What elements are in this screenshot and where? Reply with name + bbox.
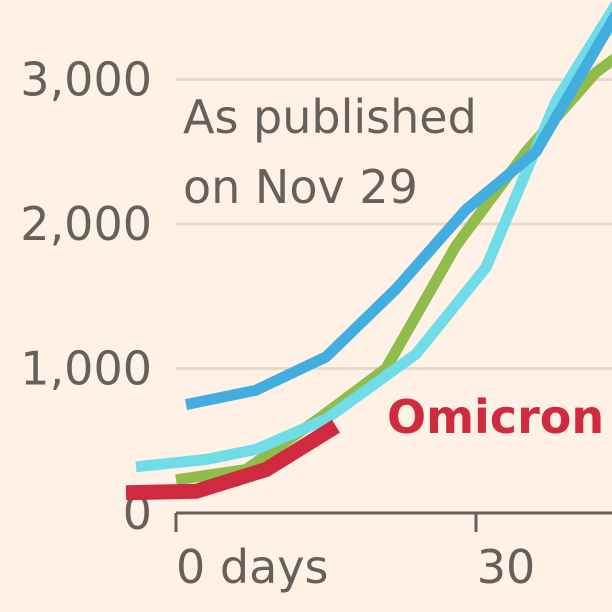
annotation-line-1: As published xyxy=(183,90,477,144)
annotation: As published on Nov 29 xyxy=(183,90,491,214)
x-tick-label-1: 30 xyxy=(477,540,536,594)
series-line-3 xyxy=(125,419,340,501)
y-tick-label-2: 2,000 xyxy=(20,197,152,251)
series-lines xyxy=(125,1,612,501)
series-line-2 xyxy=(184,11,612,410)
series-line-0 xyxy=(175,53,612,486)
y-tick-label-1: 1,000 xyxy=(20,342,152,396)
series-label-omicron: Omicron xyxy=(387,390,604,444)
x-axis: 0 days 30 xyxy=(174,511,612,594)
annotation-line-2: on Nov 29 xyxy=(183,160,418,214)
x-tick-label-0: 0 days xyxy=(176,540,328,594)
y-tick-label-3: 3,000 xyxy=(20,53,152,107)
